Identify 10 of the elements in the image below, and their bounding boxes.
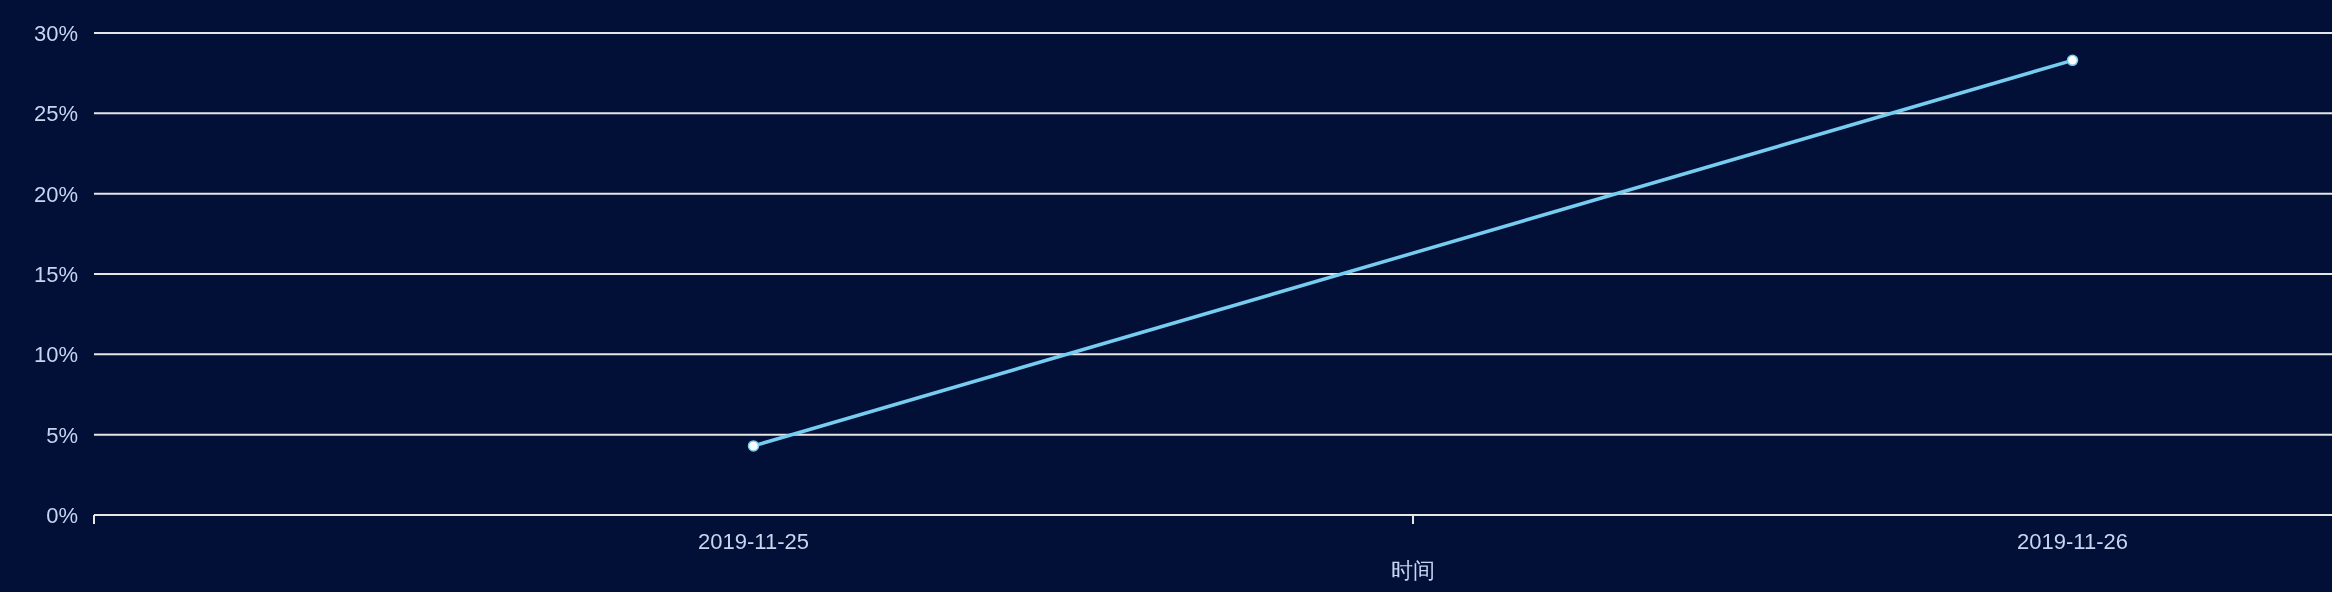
- x-tick-label: 2019-11-25: [698, 529, 809, 554]
- y-tick-label: 20%: [33, 181, 78, 207]
- x-tick-label: 2019-11-26: [2017, 529, 2128, 554]
- y-tick-label: 0%: [46, 503, 78, 528]
- y-tick-label: 15%: [33, 262, 78, 287]
- y-tick-label: 25%: [33, 101, 78, 127]
- y-tick-label: 10%: [33, 342, 78, 368]
- y-tick-label: 5%: [46, 422, 78, 448]
- y-tick-label: 30%: [33, 21, 78, 46]
- x-axis-title: 时间: [1391, 558, 1435, 583]
